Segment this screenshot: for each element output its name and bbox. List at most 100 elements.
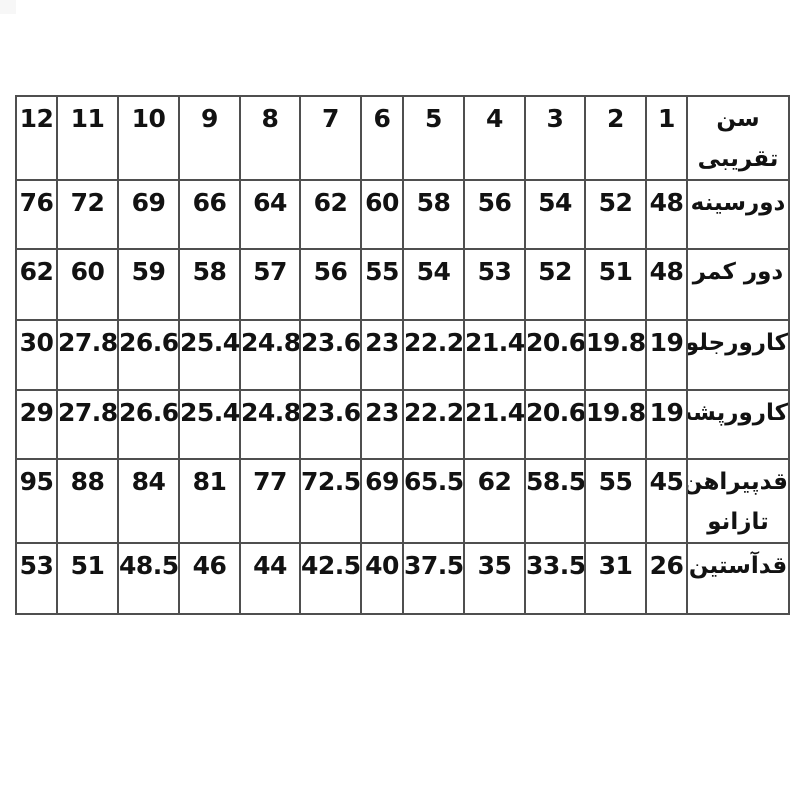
table-row: 62 60 59 58 57 56 55 54 53 52 51 48 دور کمر — [15, 248, 790, 321]
row-label-cell: سن تقریبی — [686, 95, 790, 181]
value-cell: 20.6 — [524, 389, 586, 460]
value-cell: 48 — [645, 248, 688, 321]
row-label-line: دور کمر — [692, 259, 784, 285]
value-cell: 69 — [117, 179, 180, 250]
value-cell: 53 — [463, 248, 526, 321]
value-cell: 76 — [15, 179, 58, 250]
value-cell: 26.6 — [117, 319, 180, 391]
value-cell: 35 — [463, 542, 526, 615]
value-cell: 20.6 — [524, 319, 586, 391]
value-cell: 60 — [56, 248, 119, 321]
table-row: 53 51 48.5 46 44 42.5 40 37.5 35 33.5 31 26 قدآستین — [15, 542, 790, 615]
value-cell: 26 — [645, 542, 688, 615]
value-cell: 21.4 — [463, 319, 526, 391]
value-cell: 30 — [15, 319, 58, 391]
value-cell: 45 — [645, 458, 688, 544]
value-cell: 23.6 — [299, 319, 362, 391]
value-cell: 22.2 — [402, 319, 465, 391]
value-cell: 72 — [56, 179, 119, 250]
row-label-line: سن — [716, 106, 760, 132]
table-row: 29 27.8 26.6 25.4 24.8 23.6 23 22.2 21.4 20.6 19.8… — [15, 389, 790, 460]
value-cell: 24.8 — [239, 389, 301, 460]
value-cell: 23 — [360, 389, 404, 460]
value-cell: 51 — [584, 248, 647, 321]
table-row: 76 72 69 66 64 62 60 58 56 54 52 48 دورسینه — [15, 179, 790, 250]
value-cell: 52 — [584, 179, 647, 250]
value-cell: 21.4 — [463, 389, 526, 460]
value-cell: 27.8 — [56, 389, 119, 460]
age-header-cell: 11 — [56, 95, 119, 181]
value-cell: 62 — [15, 248, 58, 321]
value-cell: 19 — [645, 389, 688, 460]
value-cell: 55 — [360, 248, 404, 321]
row-label-cell: کارورپشت — [686, 389, 790, 460]
value-cell: 37.5 — [402, 542, 465, 615]
value-cell: 29 — [15, 389, 58, 460]
age-header-cell: 3 — [524, 95, 586, 181]
table-row: 30 27.8 26.6 25.4 24.8 23.6 23 22.2 21.4 20.6 19.8… — [15, 319, 790, 391]
value-cell: 48.5 — [117, 542, 180, 615]
value-cell: 42.5 — [299, 542, 362, 615]
table-row: 95 88 84 81 77 72.5 69 65.5 62 58.5 55 45 قدپیراهن تا… — [15, 458, 790, 544]
age-header-cell: 2 — [584, 95, 647, 181]
row-label-line: قدپیراهن — [687, 469, 788, 495]
value-cell: 33.5 — [524, 542, 586, 615]
scan-artifact — [0, 0, 16, 14]
age-header-cell: 12 — [15, 95, 58, 181]
value-cell: 23.6 — [299, 389, 362, 460]
value-cell: 57 — [239, 248, 301, 321]
value-cell: 58 — [178, 248, 241, 321]
row-label-line: کارورپشت — [689, 400, 788, 426]
value-cell: 55 — [584, 458, 647, 544]
value-cell: 59 — [117, 248, 180, 321]
value-cell: 46 — [178, 542, 241, 615]
value-cell: 19 — [645, 319, 688, 391]
value-cell: 88 — [56, 458, 119, 544]
row-label-line: تقریبی — [697, 146, 779, 172]
row-label-line: دورسینه — [690, 190, 786, 216]
value-cell: 58 — [402, 179, 465, 250]
value-cell: 51 — [56, 542, 119, 615]
value-cell: 19.8 — [584, 319, 647, 391]
value-cell: 27.8 — [56, 319, 119, 391]
value-cell: 23 — [360, 319, 404, 391]
value-cell: 84 — [117, 458, 180, 544]
value-cell: 53 — [15, 542, 58, 615]
value-cell: 56 — [299, 248, 362, 321]
value-cell: 56 — [463, 179, 526, 250]
value-cell: 95 — [15, 458, 58, 544]
value-cell: 54 — [402, 248, 465, 321]
value-cell: 66 — [178, 179, 241, 250]
value-cell: 31 — [584, 542, 647, 615]
value-cell: 65.5 — [402, 458, 465, 544]
value-cell: 60 — [360, 179, 404, 250]
age-header-cell: 8 — [239, 95, 301, 181]
age-header-cell: 9 — [178, 95, 241, 181]
value-cell: 19.8 — [584, 389, 647, 460]
value-cell: 40 — [360, 542, 404, 615]
value-cell: 52 — [524, 248, 586, 321]
value-cell: 25.4 — [178, 319, 241, 391]
value-cell: 62 — [299, 179, 362, 250]
row-label-line: کارورجلو — [687, 330, 788, 356]
age-header-cell: 1 — [645, 95, 688, 181]
size-chart-body: 12 11 10 9 8 7 6 5 4 3 2 1 سن تقریبی 76 72 69 66 64 62 60 58 5… — [15, 95, 790, 615]
age-header-cell: 5 — [402, 95, 465, 181]
row-label-cell: دور کمر — [686, 248, 790, 321]
value-cell: 62 — [463, 458, 526, 544]
value-cell: 72.5 — [299, 458, 362, 544]
row-label-cell: دورسینه — [686, 179, 790, 250]
value-cell: 24.8 — [239, 319, 301, 391]
value-cell: 58.5 — [524, 458, 586, 544]
value-cell: 26.6 — [117, 389, 180, 460]
row-label-line: قدآستین — [688, 553, 788, 579]
age-header-cell: 7 — [299, 95, 362, 181]
value-cell: 64 — [239, 179, 301, 250]
value-cell: 54 — [524, 179, 586, 250]
size-chart-table: 12 11 10 9 8 7 6 5 4 3 2 1 سن تقریبی 76 72 69 66 64 62 60 58 5… — [15, 95, 790, 615]
value-cell: 48 — [645, 179, 688, 250]
value-cell: 77 — [239, 458, 301, 544]
row-label-cell: قدپیراهن تازانو — [686, 458, 790, 544]
value-cell: 69 — [360, 458, 404, 544]
